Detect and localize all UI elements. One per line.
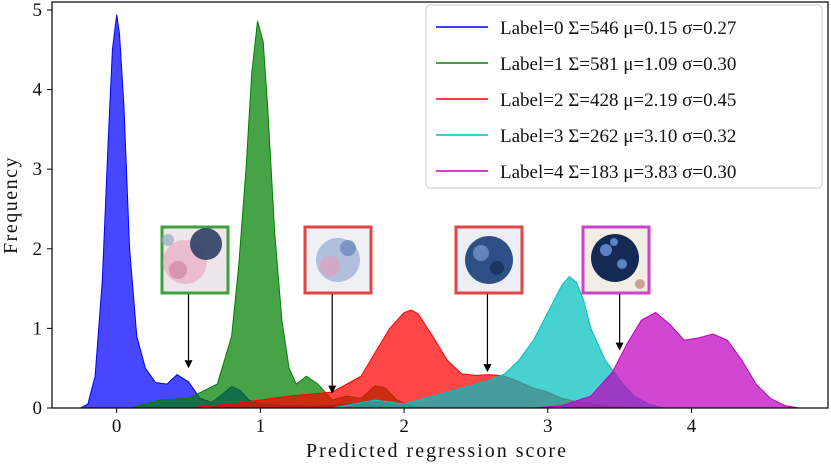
x-tick-label: 2: [399, 416, 409, 437]
x-axis-title: Predicted regression score: [306, 440, 568, 462]
plot-frame: [51, 1, 829, 409]
legend-label: Label=2 Σ=428 μ=2.19 σ=0.45: [500, 90, 736, 111]
legend-label: Label=3 Σ=262 μ=3.10 σ=0.32: [500, 126, 736, 147]
annotation-arrow-head: [615, 342, 624, 351]
density-area-label-4: [533, 311, 800, 409]
legend: Label=0 Σ=546 μ=0.15 σ=0.27 Label=1 Σ=581…: [425, 4, 823, 189]
y-tick-label: 3: [33, 159, 43, 180]
x-tick-label: 1: [256, 416, 266, 437]
cell-image-green: [160, 225, 230, 295]
legend-label: Label=4 Σ=183 μ=3.83 σ=0.30: [500, 162, 736, 183]
y-tick-label: 1: [33, 318, 43, 339]
y-tick-label: 4: [33, 80, 43, 101]
cell-image-red-2: [454, 225, 524, 295]
legend-items: Label=0 Σ=546 μ=0.15 σ=0.27 Label=1 Σ=581…: [436, 18, 736, 183]
legend-label: Label=1 Σ=581 μ=1.09 σ=0.30: [500, 54, 736, 75]
cell-image-red-1: [303, 225, 373, 295]
legend-label: Label=0 Σ=546 μ=0.15 σ=0.27: [500, 18, 736, 39]
y-tick-label: 0: [33, 398, 43, 419]
y-tick-label: 5: [33, 0, 43, 21]
annotation-arrow-head: [328, 385, 337, 394]
cell-image-annotations: [160, 225, 651, 394]
legend-box: [425, 4, 823, 189]
annotation-arrows: [184, 294, 624, 394]
x-tick-label: 3: [543, 416, 553, 437]
y-tick-label: 2: [33, 239, 43, 260]
y-axis-title: Frequency: [0, 156, 22, 254]
axis-ticks: 0 1 2 3 4 0 1 2 3 4 5: [33, 0, 697, 437]
annotation-arrow-head: [483, 364, 492, 373]
density-areas: [78, 14, 800, 409]
cell-image-magenta: [581, 225, 651, 295]
x-tick-label: 4: [687, 416, 697, 437]
annotation-arrow-head: [184, 360, 193, 369]
x-tick-label: 0: [112, 416, 122, 437]
